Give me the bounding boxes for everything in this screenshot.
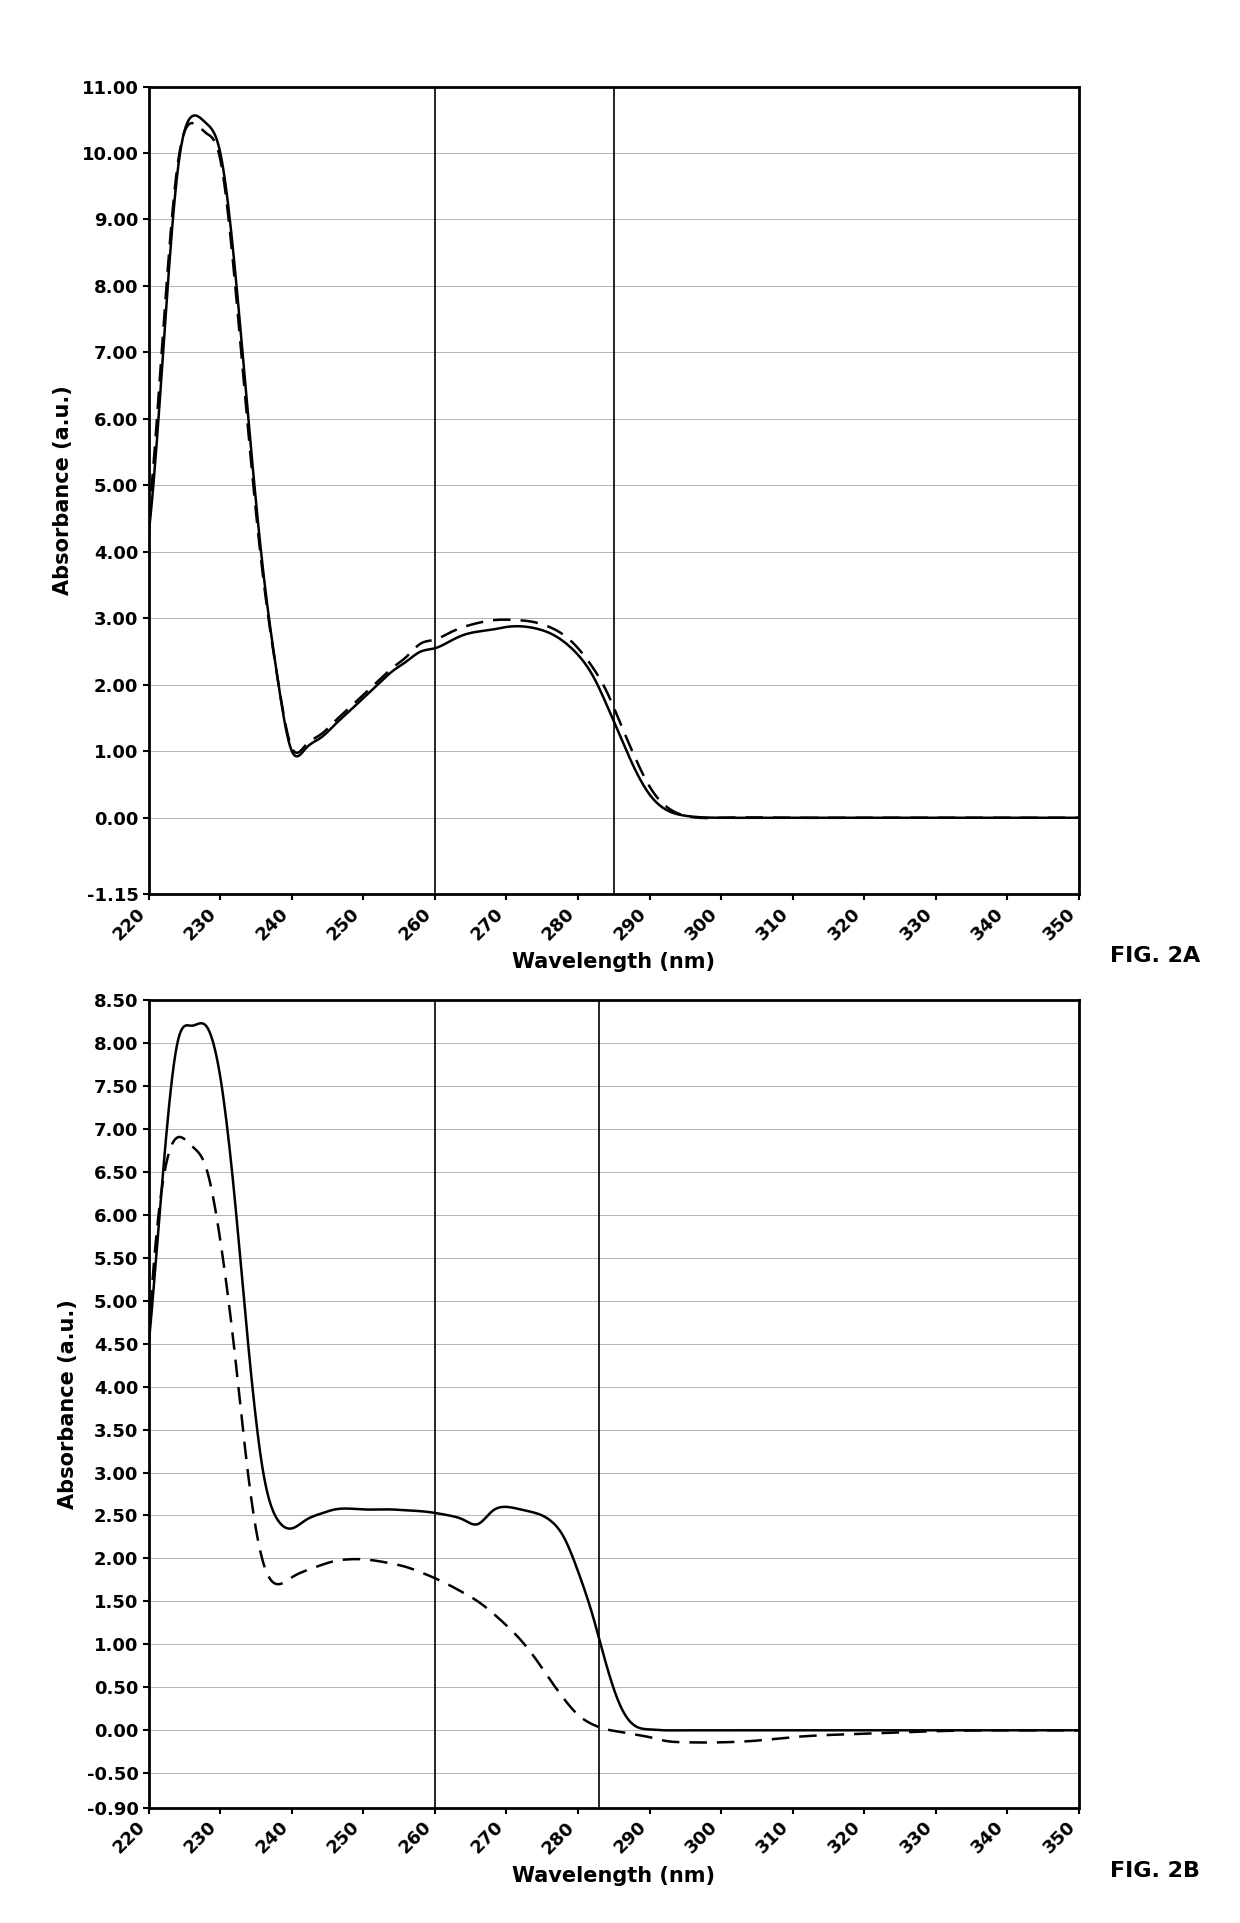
Y-axis label: Absorbance (a.u.): Absorbance (a.u.) (53, 385, 73, 596)
X-axis label: Wavelength (nm): Wavelength (nm) (512, 1865, 715, 1886)
Text: FIG. 2A: FIG. 2A (1110, 946, 1200, 965)
Text: FIG. 2B: FIG. 2B (1110, 1861, 1200, 1881)
Y-axis label: Absorbance (a.u.): Absorbance (a.u.) (58, 1298, 78, 1510)
X-axis label: Wavelength (nm): Wavelength (nm) (512, 952, 715, 973)
